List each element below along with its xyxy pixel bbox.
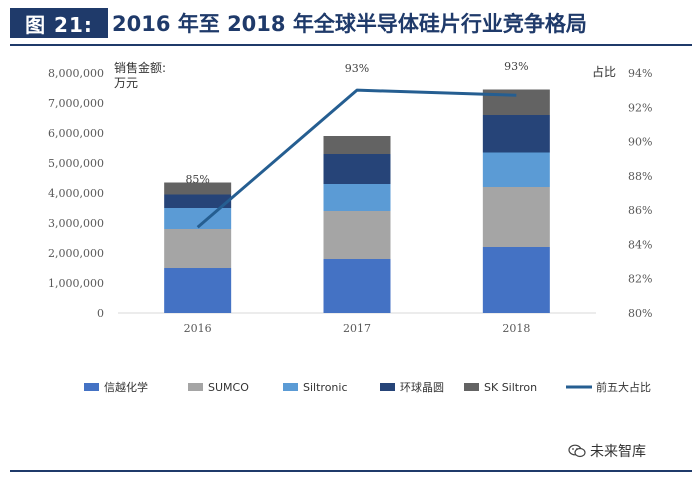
bar-segment (323, 136, 391, 154)
x-tick-label: 2016 (184, 322, 212, 335)
line-series-前五大占比 (196, 88, 517, 229)
data-label: 93% (504, 60, 528, 73)
y-axis-label-right: 占比 (592, 64, 616, 79)
y-tick-label-left: 8,000,000 (48, 67, 104, 80)
y-tick-label-right: 92% (628, 101, 652, 114)
bar-segment (323, 184, 391, 211)
bar-segment (323, 211, 391, 259)
figure-title: 2016 年至 2018 年全球半导体硅片行业竞争格局 (112, 12, 587, 36)
legend-swatch (283, 383, 298, 391)
figure-label: 图 21: (10, 8, 108, 38)
y-tick-label-left: 5,000,000 (48, 157, 104, 170)
bar-segment (482, 115, 550, 153)
bar-segment (323, 154, 391, 184)
y-axis-label-left: 销售金额: (114, 60, 166, 75)
y-tick-label-left: 7,000,000 (48, 97, 104, 110)
y-tick-label-right: 94% (628, 67, 652, 80)
legend-label: SUMCO (208, 381, 249, 394)
bar-segment (164, 194, 232, 208)
x-tick-label: 2017 (343, 322, 371, 335)
data-label: 93% (345, 62, 369, 75)
header-divider (10, 44, 692, 46)
x-tick-label: 2018 (502, 322, 530, 335)
legend-swatch (188, 383, 203, 391)
legend-label: 信越化学 (104, 380, 148, 394)
y-tick-label-left: 2,000,000 (48, 247, 104, 260)
footer-divider (10, 470, 692, 472)
y-tick-label-right: 80% (628, 307, 652, 320)
y-tick-label-right: 82% (628, 273, 652, 286)
bar-segment (482, 187, 550, 247)
bar-segment (482, 152, 550, 187)
bar-segment (164, 268, 232, 313)
watermark: 未来智库 (568, 441, 646, 461)
legend-swatch (464, 383, 479, 391)
y-tick-label-left: 4,000,000 (48, 187, 104, 200)
y-tick-label-left: 0 (97, 307, 104, 320)
watermark-text: 未来智库 (590, 444, 646, 460)
y-axis-label-left: 万元 (114, 76, 138, 90)
y-tick-label-left: 3,000,000 (48, 217, 104, 230)
bar-segment (482, 247, 550, 313)
y-tick-label-right: 88% (628, 170, 652, 183)
y-tick-label-right: 86% (628, 204, 652, 217)
y-tick-label-right: 84% (628, 238, 652, 251)
y-tick-label-left: 1,000,000 (48, 277, 104, 290)
y-tick-label-left: 6,000,000 (48, 127, 104, 140)
wechat-icon (568, 444, 586, 458)
legend-label: 前五大占比 (596, 380, 651, 394)
bar-segment (323, 259, 391, 313)
bar-segment (164, 229, 232, 268)
y-tick-label-right: 90% (628, 136, 652, 149)
legend-swatch (84, 383, 99, 391)
bar-segment (164, 182, 232, 195)
legend-label: Siltronic (303, 381, 348, 394)
legend-swatch (380, 383, 395, 391)
data-label: 85% (185, 173, 209, 186)
legend-label: SK Siltron (484, 381, 537, 394)
figure-header: 图 21: 2016 年至 2018 年全球半导体硅片行业竞争格局 (0, 0, 700, 42)
legend-label: 环球晶圆 (400, 380, 444, 394)
